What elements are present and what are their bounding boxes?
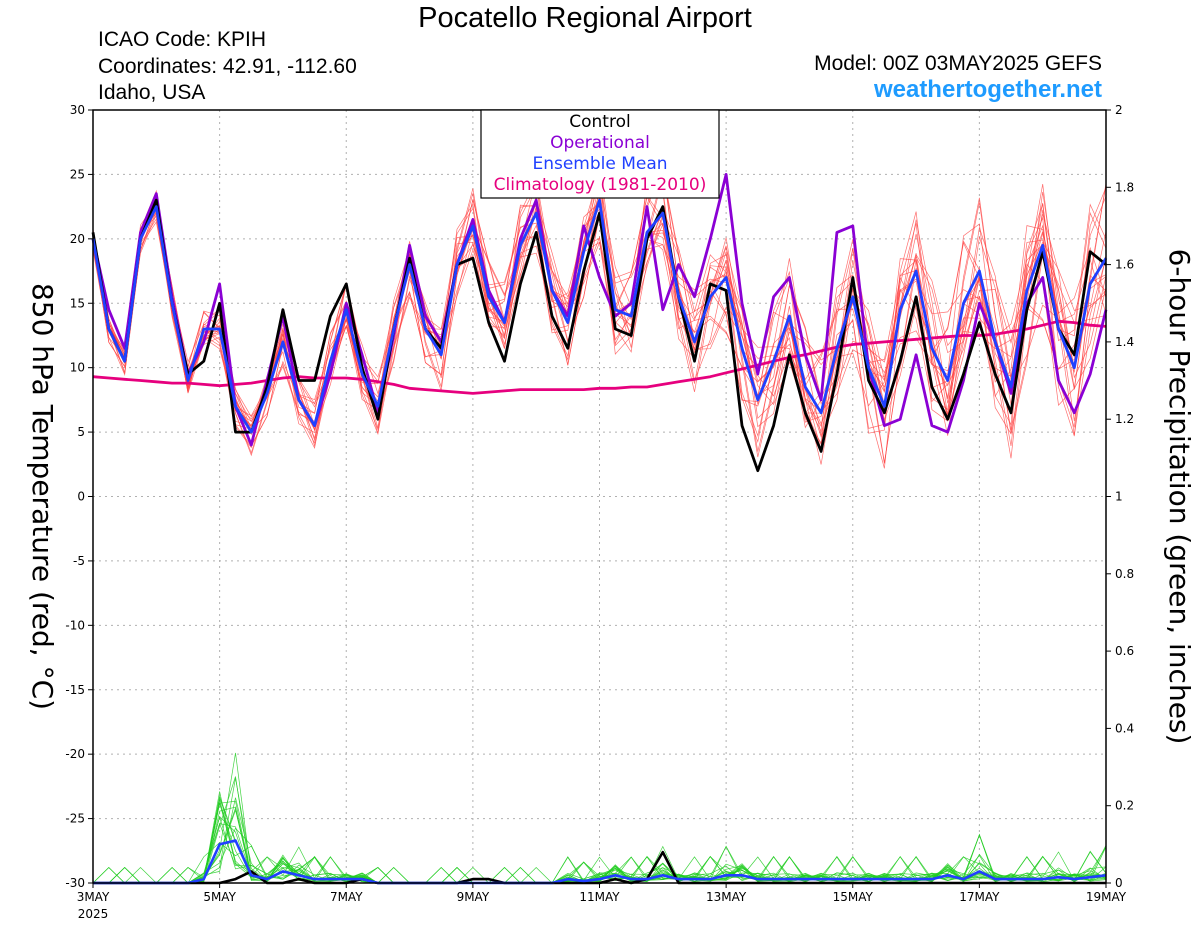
legend-box	[480, 109, 720, 199]
y-right-tick-label: 1.6	[1115, 258, 1134, 272]
x-tick-sublabel: 2025	[78, 907, 109, 921]
temp-series-climatology-	[92, 319, 1107, 395]
y-left-axis-label: 850 hPa Temperature (red, °C)	[26, 283, 59, 710]
coordinates: Coordinates: 42.91, -112.60	[98, 55, 357, 78]
y-right-tick-label: 0.8	[1115, 567, 1134, 581]
legend-entry: Climatology (1981-2010)	[494, 175, 707, 195]
icao-code: ICAO Code: KPIH	[98, 28, 267, 51]
legend-entry: Operational	[550, 133, 650, 153]
ensemble-member-precip-line	[93, 822, 1107, 884]
y-left-tick-label: -25	[65, 812, 85, 826]
x-tick-label: 3MAY	[77, 890, 110, 904]
legend-entry: Control	[569, 112, 630, 132]
x-tick-label: 19MAY	[1086, 890, 1127, 904]
x-tick-label: 11MAY	[579, 890, 620, 904]
y-right-tick-label: 2	[1115, 103, 1123, 117]
x-tick-label: 15MAY	[833, 890, 874, 904]
y-left-tick-label: -20	[65, 747, 85, 761]
y-right-tick-label: 0.2	[1115, 799, 1134, 813]
model-run: Model: 00Z 03MAY2025 GEFS	[814, 52, 1102, 75]
region: Idaho, USA	[98, 81, 206, 104]
site-link[interactable]: weathertogether.net	[873, 76, 1102, 103]
y-right-tick-label: 1	[1115, 490, 1123, 504]
ensemble-member-precip-line	[93, 802, 1107, 884]
y-right-tick-label: 1.8	[1115, 180, 1134, 194]
y-left-tick-label: -15	[65, 683, 85, 697]
x-tick-label: 9MAY	[457, 890, 490, 904]
x-tick-label: 17MAY	[959, 890, 1000, 904]
x-tick-label: 13MAY	[706, 890, 747, 904]
x-tick-label: 7MAY	[330, 890, 363, 904]
y-left-tick-label: -30	[65, 876, 85, 890]
temp-series-control	[91, 198, 1107, 473]
legend-entry: Ensemble Mean	[532, 154, 667, 174]
y-right-tick-label: 0	[1115, 876, 1123, 890]
precip-series-ensemble-mean	[93, 839, 1107, 885]
y-left-tick-label: 30	[70, 103, 85, 117]
y-left-tick-label: 10	[70, 361, 85, 375]
y-left-tick-label: -10	[65, 618, 85, 632]
y-left-tick-label: 25	[70, 167, 85, 181]
y-left-tick-label: 0	[77, 490, 85, 504]
y-right-tick-label: 1.4	[1115, 335, 1134, 349]
y-left-tick-label: 15	[70, 296, 85, 310]
y-left-tick-label: 5	[77, 425, 85, 439]
x-tick-label: 5MAY	[203, 890, 236, 904]
y-left-tick-label: 20	[70, 232, 85, 246]
temp-series-ensemble-mean	[91, 198, 1108, 434]
y-left-tick-label: -5	[73, 554, 85, 568]
y-right-tick-label: 1.2	[1115, 412, 1134, 426]
y-right-tick-label: 0.4	[1115, 721, 1134, 735]
y-right-tick-label: 0.6	[1115, 644, 1134, 658]
page-title: Pocatello Regional Airport	[418, 2, 752, 34]
y-right-axis-label: 6-hour Precipitation (green, inches)	[1163, 249, 1196, 745]
